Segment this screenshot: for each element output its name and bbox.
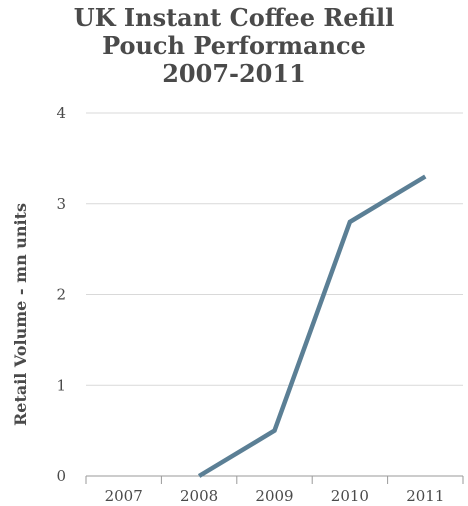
series-lines: [197, 174, 427, 478]
x-tick-label: 2009: [255, 487, 293, 505]
y-tick-label: 2: [56, 286, 66, 304]
x-axis: 2007 2008 2009 2010 2011: [85, 475, 464, 505]
x-tick-label: 2010: [331, 487, 369, 505]
y-tick-labels: 0 1 2 3 4: [56, 104, 66, 485]
chart-title-line-1: UK Instant Coffee Refill: [73, 3, 395, 32]
y-tick-label: 3: [56, 195, 66, 213]
x-tick-label: 2008: [180, 487, 218, 505]
chart-title-line-2: Pouch Performance: [102, 31, 366, 60]
y-tick-label: 4: [56, 104, 66, 122]
chart-title-line-3: 2007-2011: [162, 59, 306, 88]
y-tick-label: 1: [56, 376, 66, 394]
y-axis-label: Retail Volume - mn units: [11, 203, 30, 426]
chart-title: UK Instant Coffee Refill Pouch Performan…: [0, 4, 468, 88]
series-line-0: [197, 174, 427, 478]
y-tick-label: 0: [56, 467, 66, 485]
grid-lines: [86, 112, 463, 386]
x-tick-label: 2007: [105, 487, 143, 505]
x-tick-label: 2011: [406, 487, 444, 505]
